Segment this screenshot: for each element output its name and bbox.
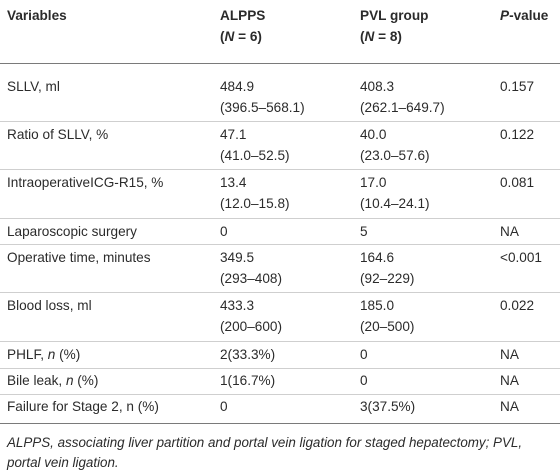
row-alpps: 349.5 (293–408) [220, 250, 282, 286]
row-label: Operative time, minutes [7, 250, 151, 265]
table-bottom-rule [0, 423, 560, 424]
row-label: Bile leak, n (%) [7, 373, 99, 388]
header-pvl-n: (N = 8) [360, 29, 402, 44]
row-divider [0, 341, 560, 342]
row-pvl: 3(37.5%) [360, 399, 416, 414]
header-alpps: ALPPS (N = 6) [220, 5, 265, 47]
header-pvl-label: PVL group [360, 8, 429, 23]
row-divider [0, 368, 560, 369]
row-label: Blood loss, ml [7, 298, 92, 313]
row-divider [0, 121, 560, 122]
row-alpps: 0 [220, 224, 228, 239]
row-alpps: 47.1 (41.0–52.5) [220, 127, 290, 163]
header-p-value: P-value [500, 8, 549, 23]
row-p-value: 0.081 [500, 175, 535, 190]
row-p-value: NA [500, 347, 519, 362]
header-alpps-n: (N = 6) [220, 29, 262, 44]
row-p-value: NA [500, 373, 519, 388]
row-p-value: <0.001 [500, 250, 542, 265]
row-alpps: 2(33.3%) [220, 347, 276, 362]
row-pvl: 0 [360, 373, 368, 388]
row-p-value: NA [500, 224, 519, 239]
header-alpps-label: ALPPS [220, 8, 266, 23]
row-label: Failure for Stage 2, n (%) [7, 399, 159, 414]
row-alpps: 1(16.7%) [220, 373, 276, 388]
row-divider [0, 292, 560, 293]
row-label: PHLF, n (%) [7, 347, 81, 362]
row-divider [0, 394, 560, 395]
row-divider [0, 244, 560, 245]
row-label: Ratio of SLLV, % [7, 127, 109, 142]
header-rule [0, 63, 560, 64]
row-p-value: 0.022 [500, 298, 535, 313]
row-p-value: 0.122 [500, 127, 535, 142]
header-variables: Variables [7, 8, 67, 23]
row-alpps: 13.4 (12.0–15.8) [220, 175, 290, 211]
row-pvl: 185.0 (20–500) [360, 298, 415, 334]
row-pvl: 164.6 (92–229) [360, 250, 415, 286]
row-alpps: 433.3 (200–600) [220, 298, 282, 334]
row-divider [0, 218, 560, 219]
row-pvl: 408.3 (262.1–649.7) [360, 79, 445, 115]
row-label: IntraoperativeICG-R15, % [7, 175, 164, 190]
row-pvl: 5 [360, 224, 368, 239]
row-label: Laparoscopic surgery [7, 224, 137, 239]
row-divider [0, 169, 560, 170]
row-alpps: 484.9 (396.5–568.1) [220, 79, 305, 115]
row-pvl: 40.0 (23.0–57.6) [360, 127, 430, 163]
row-alpps: 0 [220, 399, 228, 414]
header-pvl: PVL group (N = 8) [360, 5, 428, 47]
row-p-value: 0.157 [500, 79, 535, 94]
row-p-value: NA [500, 399, 519, 414]
row-label: SLLV, ml [7, 79, 60, 94]
table-footnote: ALPPS, associating liver partition and p… [7, 435, 523, 470]
row-pvl: 0 [360, 347, 368, 362]
row-pvl: 17.0 (10.4–24.1) [360, 175, 430, 211]
